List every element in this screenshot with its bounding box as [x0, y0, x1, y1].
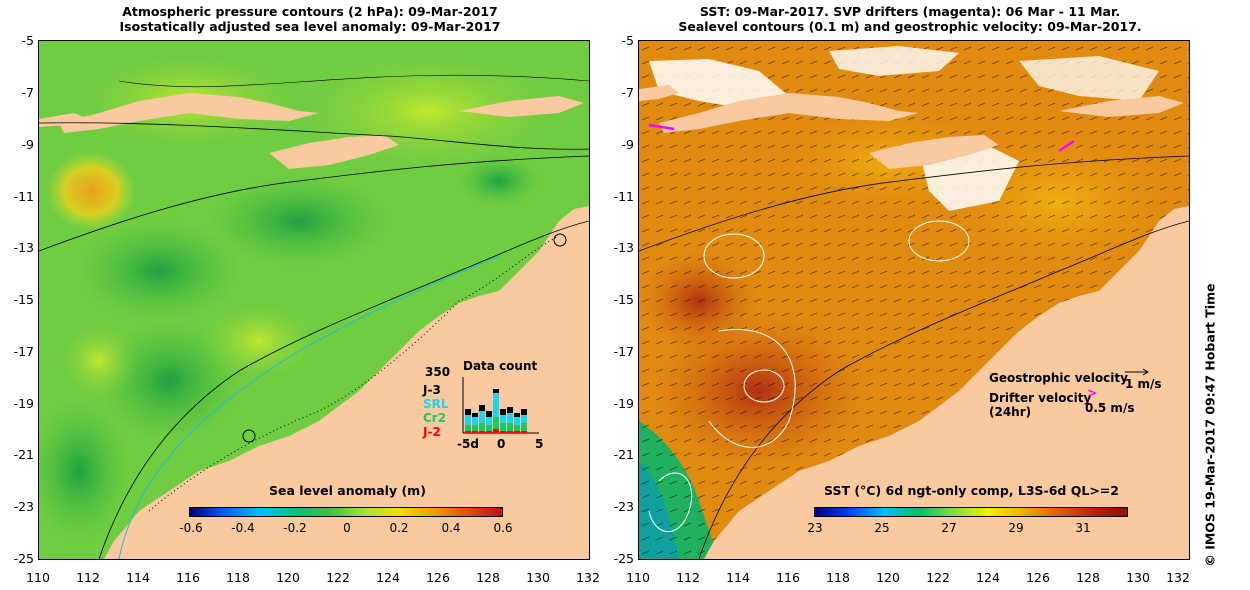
lon-tick: 114	[726, 570, 750, 585]
lon-tick: 120	[876, 570, 900, 585]
lon-tick: 122	[326, 570, 350, 585]
lon-tick: 128	[1076, 570, 1100, 585]
lon-tick: 122	[926, 570, 950, 585]
x-tick-5: 5	[535, 437, 544, 451]
data-count-bars	[462, 377, 539, 434]
sst-colorbar-label: SST (°C) 6d ngt-only comp, L3S-6d QL>=2	[824, 483, 1119, 498]
credit-text: © IMOS 19-Mar-2017 09:47 Hobart Time	[1192, 283, 1228, 570]
sla-colorbar-label: Sea level anomaly (m)	[269, 483, 426, 498]
lon-tick: 110	[626, 570, 650, 585]
lat-tick: -7	[21, 85, 34, 100]
lon-tick: 132	[1166, 570, 1190, 585]
drifter-arrow-icon: >	[1087, 386, 1098, 400]
lat-tick: -15	[13, 292, 34, 307]
lat-tick: -25	[13, 551, 34, 566]
sla-tick-6: 0.4	[441, 521, 461, 535]
legend-cr2: Cr2	[423, 411, 447, 425]
lon-tick: 132	[576, 570, 600, 585]
data-count-inset: 350 Data count J-3 SRL Cr2 J-2 -5d 0 5	[417, 359, 587, 459]
drifter-scale: 0.5 m/s	[1085, 401, 1135, 415]
left-title-line2: Isostatically adjusted sea level anomaly…	[119, 19, 501, 34]
sst-tick-2: 25	[874, 521, 890, 535]
lat-tick: -19	[13, 396, 34, 411]
lat-tick: -9	[621, 137, 634, 152]
lat-tick: -5	[21, 33, 34, 48]
sst-map-graphic	[639, 41, 1189, 559]
lon-tick: 112	[676, 570, 700, 585]
right-title-line2: Sealevel contours (0.1 m) and geostrophi…	[678, 19, 1142, 34]
data-count-max: 350	[425, 365, 451, 379]
lon-tick: 130	[526, 570, 550, 585]
sla-tick-5: 0.2	[389, 521, 409, 535]
lat-tick: -23	[13, 499, 34, 514]
lon-tick: 124	[376, 570, 400, 585]
sst-tick-3: 27	[941, 521, 957, 535]
lon-tick: 126	[1026, 570, 1050, 585]
sla-tick-3: -0.2	[283, 521, 307, 535]
lat-tick: -5	[621, 33, 634, 48]
geostrophic-arrow-icon	[1125, 368, 1149, 376]
sla-tick-1: -0.6	[179, 521, 203, 535]
sst-tick-1: 23	[807, 521, 823, 535]
lat-tick: -25	[613, 551, 634, 566]
lat-tick: -17	[13, 344, 34, 359]
lat-tick: -13	[613, 240, 634, 255]
lat-tick: -21	[613, 447, 634, 462]
lat-tick: -21	[13, 447, 34, 462]
lat-tick: -11	[613, 189, 634, 204]
lon-tick: 116	[176, 570, 200, 585]
credit-label: © IMOS 19-Mar-2017 09:47 Hobart Time	[1202, 283, 1218, 567]
lon-tick: 118	[226, 570, 250, 585]
lon-tick: 116	[776, 570, 800, 585]
lon-tick: 126	[426, 570, 450, 585]
lon-tick: 118	[826, 570, 850, 585]
drifter-label: Drifter velocity	[989, 391, 1092, 405]
lat-tick: -13	[13, 240, 34, 255]
sla-map-graphic	[39, 41, 589, 559]
x-tick-minus5d: -5d	[457, 437, 479, 451]
lat-tick: -9	[21, 137, 34, 152]
lat-tick: -23	[613, 499, 634, 514]
sla-tick-4: 0	[343, 521, 351, 535]
left-title-line1: Atmospheric pressure contours (2 hPa): 0…	[122, 4, 498, 19]
sla-tick-7: 0.6	[493, 521, 513, 535]
lon-tick: 114	[126, 570, 150, 585]
sla-colorbar	[189, 507, 503, 517]
sst-map: Geostrophic velocity 1 m/s Drifter veloc…	[638, 40, 1190, 560]
geostrophic-label: Geostrophic velocity	[989, 371, 1128, 385]
data-count-title: Data count	[463, 359, 538, 373]
lat-tick: -11	[13, 189, 34, 204]
lon-tick: 124	[976, 570, 1000, 585]
lon-tick: 130	[1126, 570, 1150, 585]
x-tick-0: 0	[497, 437, 506, 451]
lon-tick: 128	[476, 570, 500, 585]
drifter-sub: (24hr)	[989, 405, 1032, 419]
geostrophic-scale: 1 m/s	[1125, 377, 1162, 391]
lat-tick: -15	[613, 292, 634, 307]
sst-tick-5: 31	[1075, 521, 1091, 535]
legend-srl: SRL	[423, 397, 449, 411]
right-title-line1: SST: 09-Mar-2017. SVP drifters (magenta)…	[699, 4, 1121, 19]
lat-tick: -19	[613, 396, 634, 411]
lon-tick: 110	[26, 570, 50, 585]
lat-tick: -17	[613, 344, 634, 359]
lon-tick: 112	[76, 570, 100, 585]
lat-tick: -7	[621, 85, 634, 100]
sea-level-anomaly-map: 350 Data count J-3 SRL Cr2 J-2 -5d 0 5 S	[38, 40, 590, 560]
lon-tick: 120	[276, 570, 300, 585]
sla-tick-2: -0.4	[231, 521, 255, 535]
sst-tick-4: 29	[1008, 521, 1024, 535]
legend-j2: J-2	[423, 425, 441, 439]
sst-colorbar	[814, 507, 1128, 517]
legend-j3: J-3	[423, 383, 441, 397]
